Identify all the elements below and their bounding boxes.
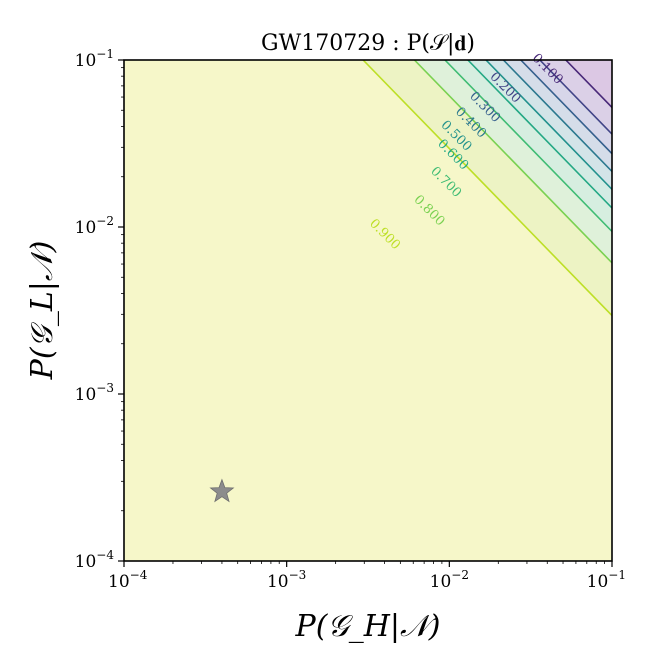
contour-line-0.400	[502, 60, 612, 173]
x-tick-label: 10−2	[430, 568, 469, 592]
contour-line-0.200	[539, 60, 612, 135]
contour-line-0.900	[362, 60, 612, 317]
y-tick-label: 10−3	[75, 381, 114, 405]
contour-lines	[362, 60, 612, 317]
marker-layer	[209, 478, 235, 503]
axis-ticks: 10−4 10−3 10−2 10−1 10−4 10−3 10−2 10−1	[75, 47, 626, 592]
star-marker	[209, 478, 235, 503]
contour-line-0.100	[565, 60, 612, 108]
y-tick-label: 10−2	[75, 214, 114, 238]
x-tick-label: 10−1	[587, 568, 626, 592]
x-tick-label: 10−3	[267, 568, 306, 592]
contour-line-0.600	[467, 60, 612, 209]
chart-title: GW170729 : P(𝒮|𝐝)	[261, 31, 475, 56]
x-axis-title: P(𝒢_H|𝒩)	[295, 609, 441, 644]
contour-line-0.700	[444, 60, 612, 233]
y-tick-label: 10−1	[75, 47, 114, 71]
contour-line-0.800	[413, 60, 612, 264]
y-tick-label: 10−4	[75, 548, 115, 572]
contour-line-0.500	[485, 60, 612, 190]
x-tick-label: 10−4	[108, 568, 148, 592]
plot-frame	[123, 59, 613, 562]
y-axis-title: P(𝒢_L|𝒩)	[25, 241, 60, 381]
contour-line-0.300	[520, 60, 612, 155]
